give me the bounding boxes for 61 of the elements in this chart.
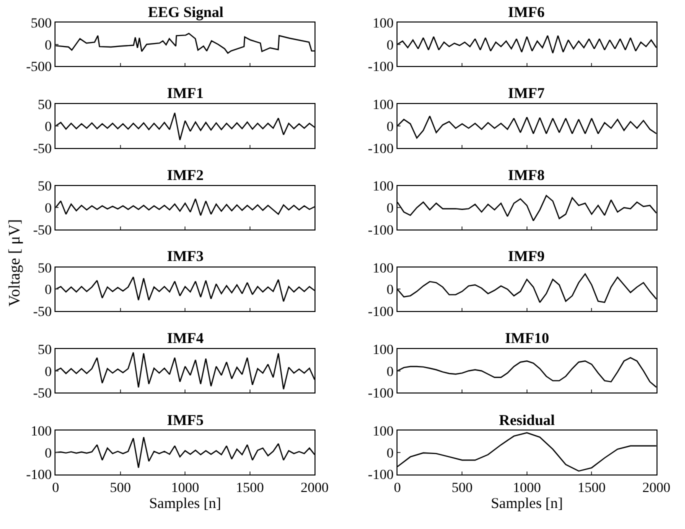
chart-title: IMF4 — [167, 331, 204, 347]
y-tick-label: -500 — [26, 60, 52, 76]
y-tick-label: 0 — [386, 446, 394, 462]
chart-title: IMF6 — [508, 5, 546, 21]
chart-title: EEG Signal — [148, 5, 224, 21]
y-tick-label: -50 — [33, 386, 52, 402]
y-tick-label: 0 — [386, 38, 394, 54]
chart-title: IMF1 — [167, 86, 204, 102]
y-tick-label: 50 — [38, 98, 52, 114]
y-tick-label: 0 — [44, 202, 52, 217]
y-tick-label: 100 — [372, 180, 394, 195]
y-tick-label: -100 — [368, 304, 394, 320]
y-tick-label: 0 — [386, 364, 394, 380]
line-series — [56, 352, 315, 390]
x-tick-label: 1500 — [236, 481, 264, 496]
x-tick-label: 1500 — [578, 481, 606, 496]
chart-title: IMF9 — [508, 249, 545, 265]
y-tick-label: -100 — [368, 223, 394, 238]
x-tick-label: 1000 — [512, 481, 541, 496]
y-tick-label: 100 — [372, 342, 394, 358]
x-axis-title: Samples [n] — [490, 496, 563, 512]
y-tick-label: 0 — [386, 202, 394, 217]
y-tick-label: -50 — [33, 223, 52, 238]
y-tick-label: 100 — [372, 424, 394, 440]
y-tick-label: -100 — [26, 468, 52, 484]
y-tick-label: -100 — [368, 468, 394, 484]
chart-title: IMF8 — [508, 168, 545, 184]
y-tick-label: 50 — [38, 342, 52, 358]
line-series — [397, 432, 656, 472]
y-tick-label: 0 — [44, 364, 52, 380]
y-tick-label: 0 — [44, 120, 52, 135]
chart-title: IMF2 — [167, 168, 204, 184]
y-tick-label: 50 — [38, 180, 52, 195]
y-tick-label: 100 — [372, 98, 394, 114]
y-tick-label: 0 — [44, 446, 52, 462]
chart-title: IMF5 — [167, 413, 204, 429]
x-tick-label: 500 — [452, 481, 473, 496]
y-tick-label: 100 — [30, 424, 52, 440]
chart-title: IMF10 — [505, 331, 550, 347]
x-tick-label: 2000 — [300, 481, 329, 496]
x-tick-label: 500 — [110, 481, 131, 496]
y-axis-title: Voltage [ μV] — [6, 219, 24, 306]
y-tick-label: 100 — [372, 16, 394, 32]
y-tick-label: 0 — [44, 283, 52, 298]
y-tick-label: 0 — [386, 120, 394, 135]
y-tick-label: -100 — [368, 142, 394, 157]
y-tick-label: 500 — [30, 16, 52, 32]
y-tick-label: 0 — [386, 283, 394, 298]
x-axis-title: Samples [n] — [149, 496, 222, 512]
y-tick-label: -50 — [33, 142, 52, 157]
chart-title: IMF7 — [508, 86, 546, 102]
y-tick-label: -100 — [368, 386, 394, 402]
y-tick-label: 100 — [372, 261, 394, 276]
chart-title: IMF3 — [167, 249, 204, 265]
y-tick-label: 0 — [44, 38, 52, 54]
y-tick-label: 50 — [38, 261, 52, 276]
x-tick-label: 1000 — [171, 481, 200, 496]
y-tick-label: -50 — [33, 304, 52, 320]
x-tick-label: 2000 — [642, 481, 670, 496]
chart-title: Residual — [499, 413, 555, 429]
y-tick-label: -100 — [368, 60, 394, 76]
